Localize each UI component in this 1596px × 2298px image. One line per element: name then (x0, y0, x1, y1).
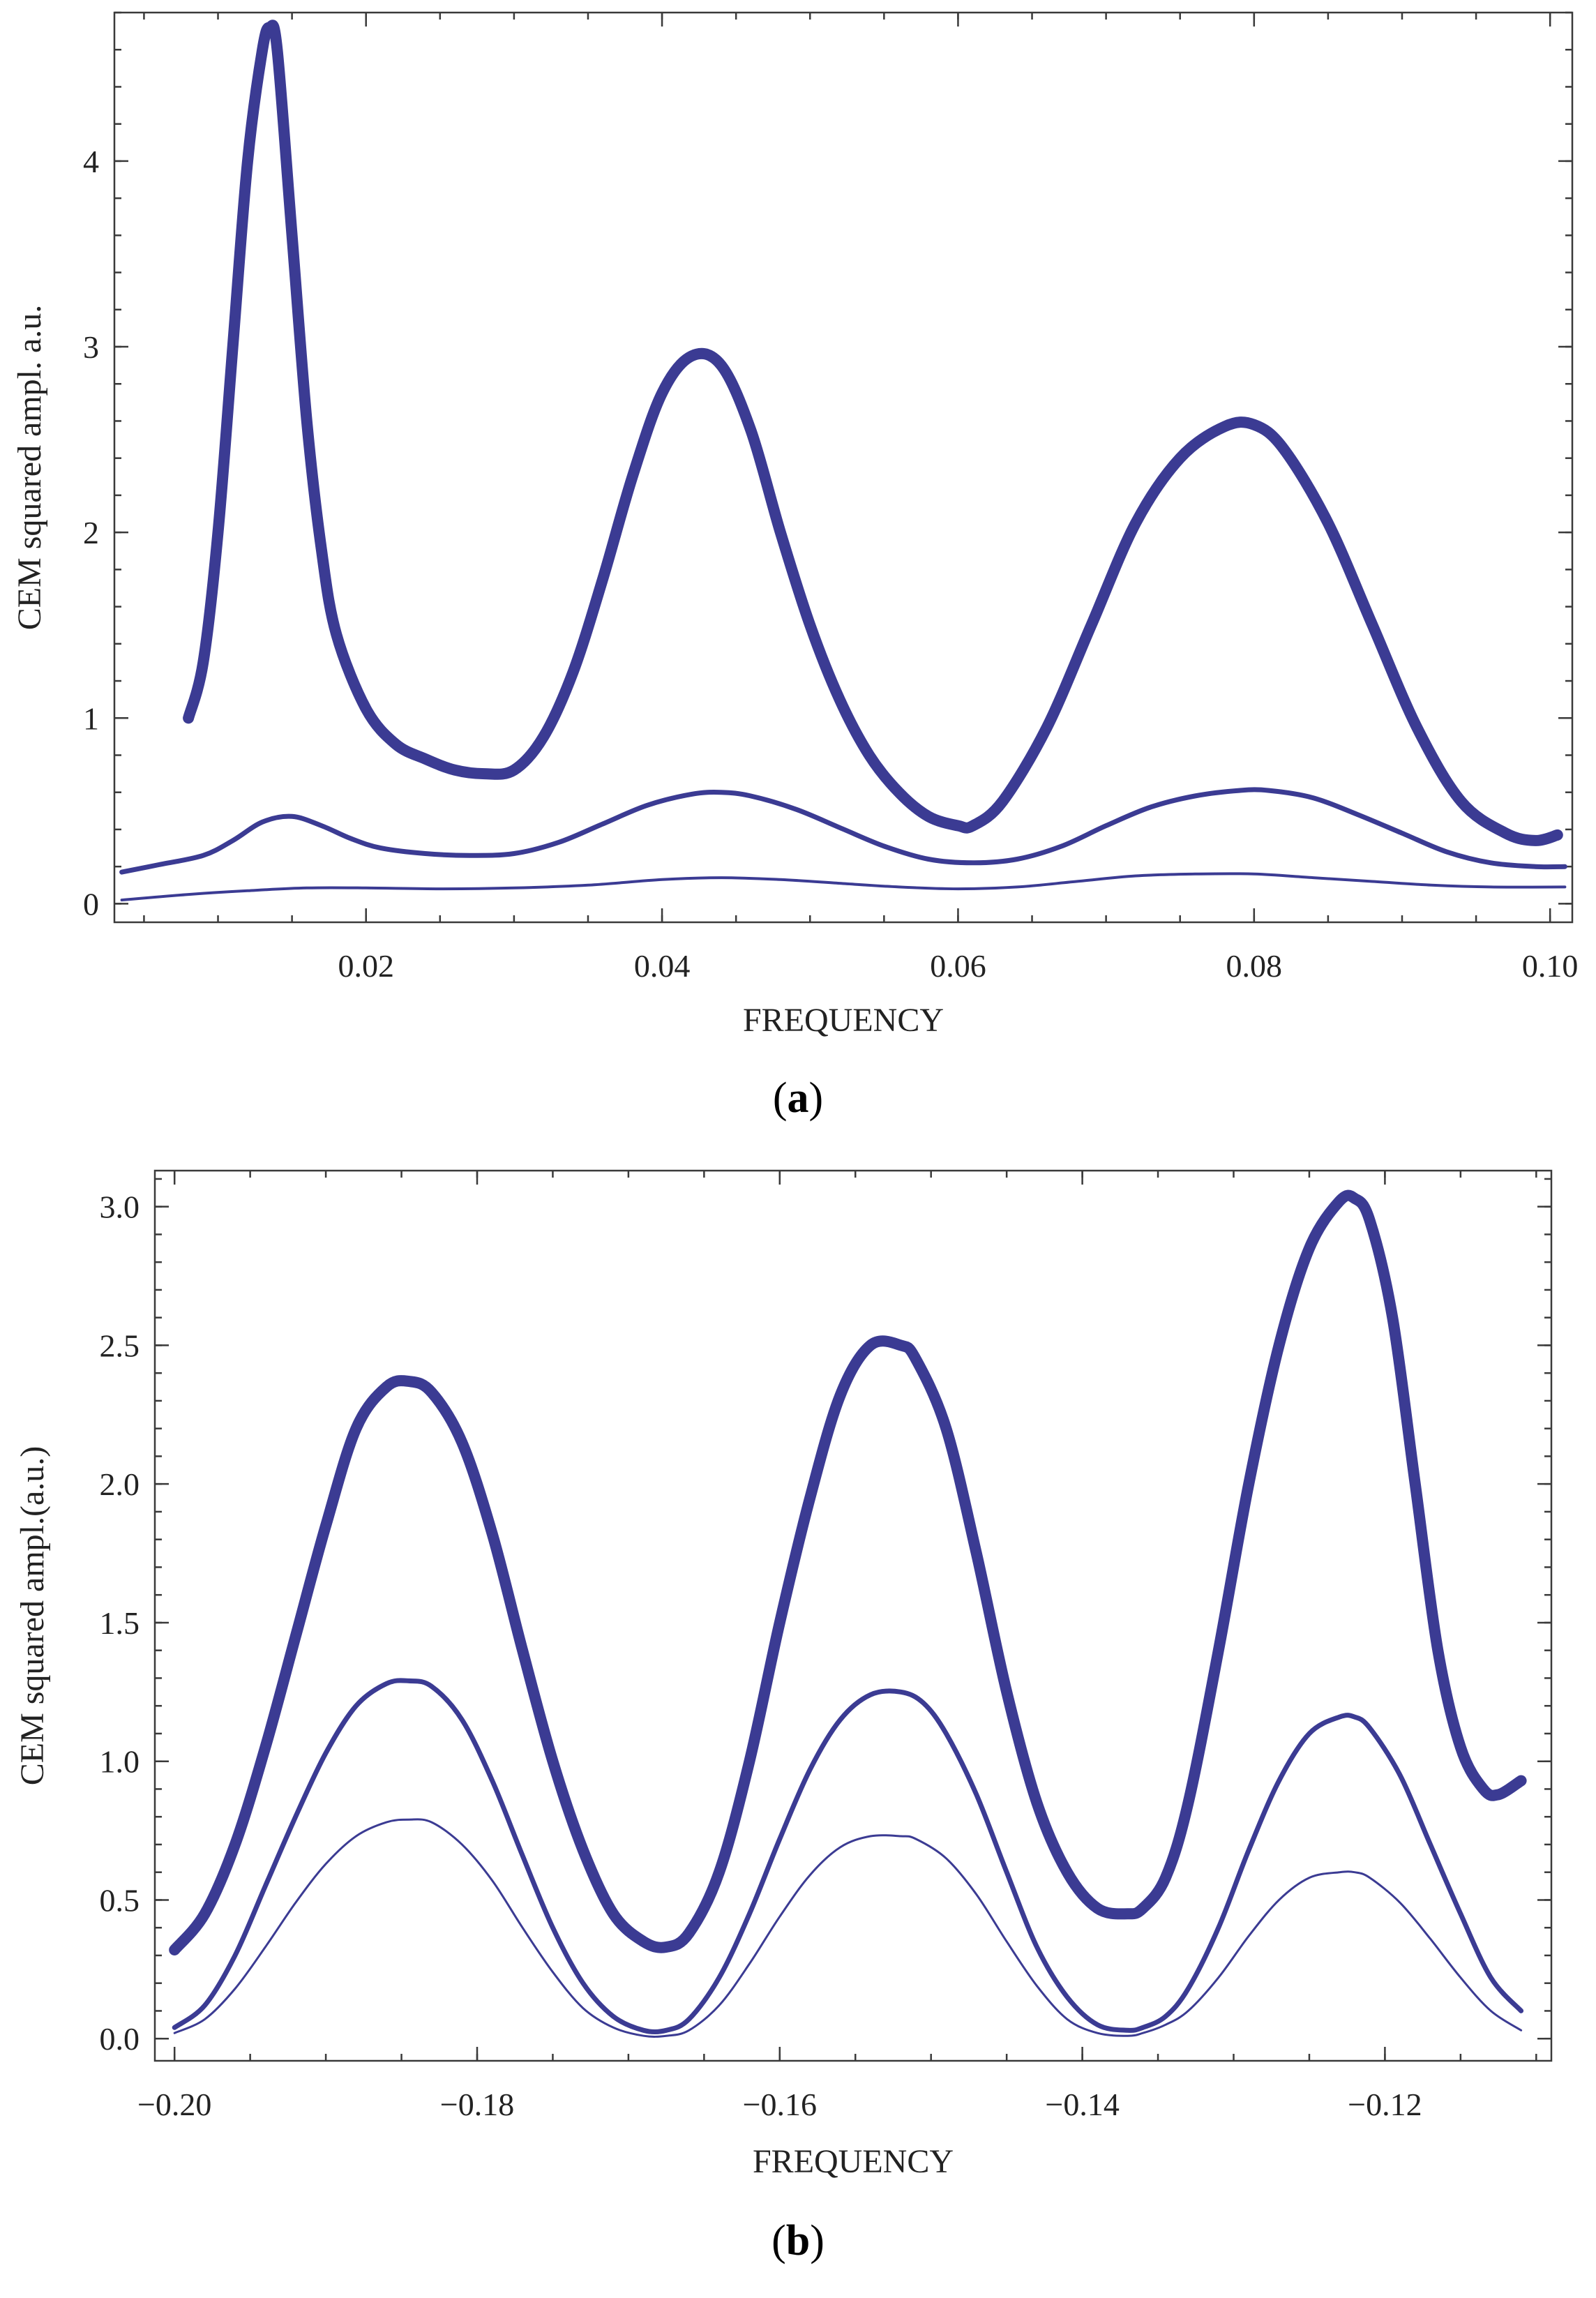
x-tick-label: −0.14 (1045, 2087, 1119, 2122)
x-tick-label: 0.08 (1226, 948, 1283, 984)
caption-close-paren: ) (809, 1074, 824, 1122)
y-tick-label: 2.0 (100, 1466, 140, 1502)
y-tick-label: 0.5 (100, 1882, 140, 1918)
series-line-medium (119, 787, 1567, 875)
caption-open-paren: ( (773, 1074, 788, 1122)
y-tick-label: 0 (83, 886, 99, 922)
chart-panel-b: −0.20 −0.18 −0.16 −0.14 −0.12 0.0 0.5 1.0 1.5 2.0… (14, 1169, 1553, 2265)
x-tick-label: 0.10 (1522, 948, 1579, 984)
plot-frame (113, 11, 1574, 924)
series-line-thin (173, 1818, 1523, 2038)
chart-panel-a: 0.02 0.04 0.06 0.08 0.10 0 1 2 3 4 FREQUENCY CEM sq… (11, 11, 1579, 1122)
caption-close-paren: ) (810, 2217, 825, 2265)
series-line-thick (183, 20, 1563, 846)
x-tick-label: −0.18 (440, 2087, 514, 2122)
y-tick-label: 2.5 (100, 1328, 140, 1363)
y-tick-label: 0.0 (100, 2021, 140, 2057)
series-line-medium (172, 1678, 1524, 2035)
caption-open-paren: ( (771, 2217, 786, 2265)
x-tick-label: −0.20 (137, 2087, 211, 2122)
y-tick-label: 1 (83, 700, 99, 736)
series-line-thick (169, 1189, 1527, 1955)
panel-caption: (b) (771, 2217, 825, 2265)
y-axis-label: CEM squared ampl. a.u. (11, 305, 48, 631)
x-tick-label: 0.04 (634, 948, 691, 984)
x-tick-label: 0.06 (930, 948, 986, 984)
x-tick-label: −0.16 (743, 2087, 817, 2122)
x-tick-label: 0.02 (338, 948, 394, 984)
panel-caption: (a) (773, 1074, 823, 1122)
plot-frame (153, 1169, 1553, 2062)
y-tick-label: 3.0 (100, 1189, 140, 1225)
x-axis-label: FREQUENCY (743, 1002, 944, 1039)
y-tick-label: 2 (83, 515, 99, 550)
x-tick-label: −0.12 (1348, 2087, 1422, 2122)
y-tick-label: 4 (83, 144, 99, 179)
series-line-thin (120, 872, 1567, 902)
y-tick-label: 3 (83, 329, 99, 365)
y-tick-label: 1.5 (100, 1605, 140, 1641)
caption-letter: a (788, 1074, 809, 1122)
x-axis-label: FREQUENCY (753, 2143, 954, 2180)
y-axis-label: CEM squared ampl.(a.u.) (14, 1446, 51, 1786)
caption-letter: b (786, 2217, 810, 2265)
y-tick-label: 1.0 (100, 1744, 140, 1780)
